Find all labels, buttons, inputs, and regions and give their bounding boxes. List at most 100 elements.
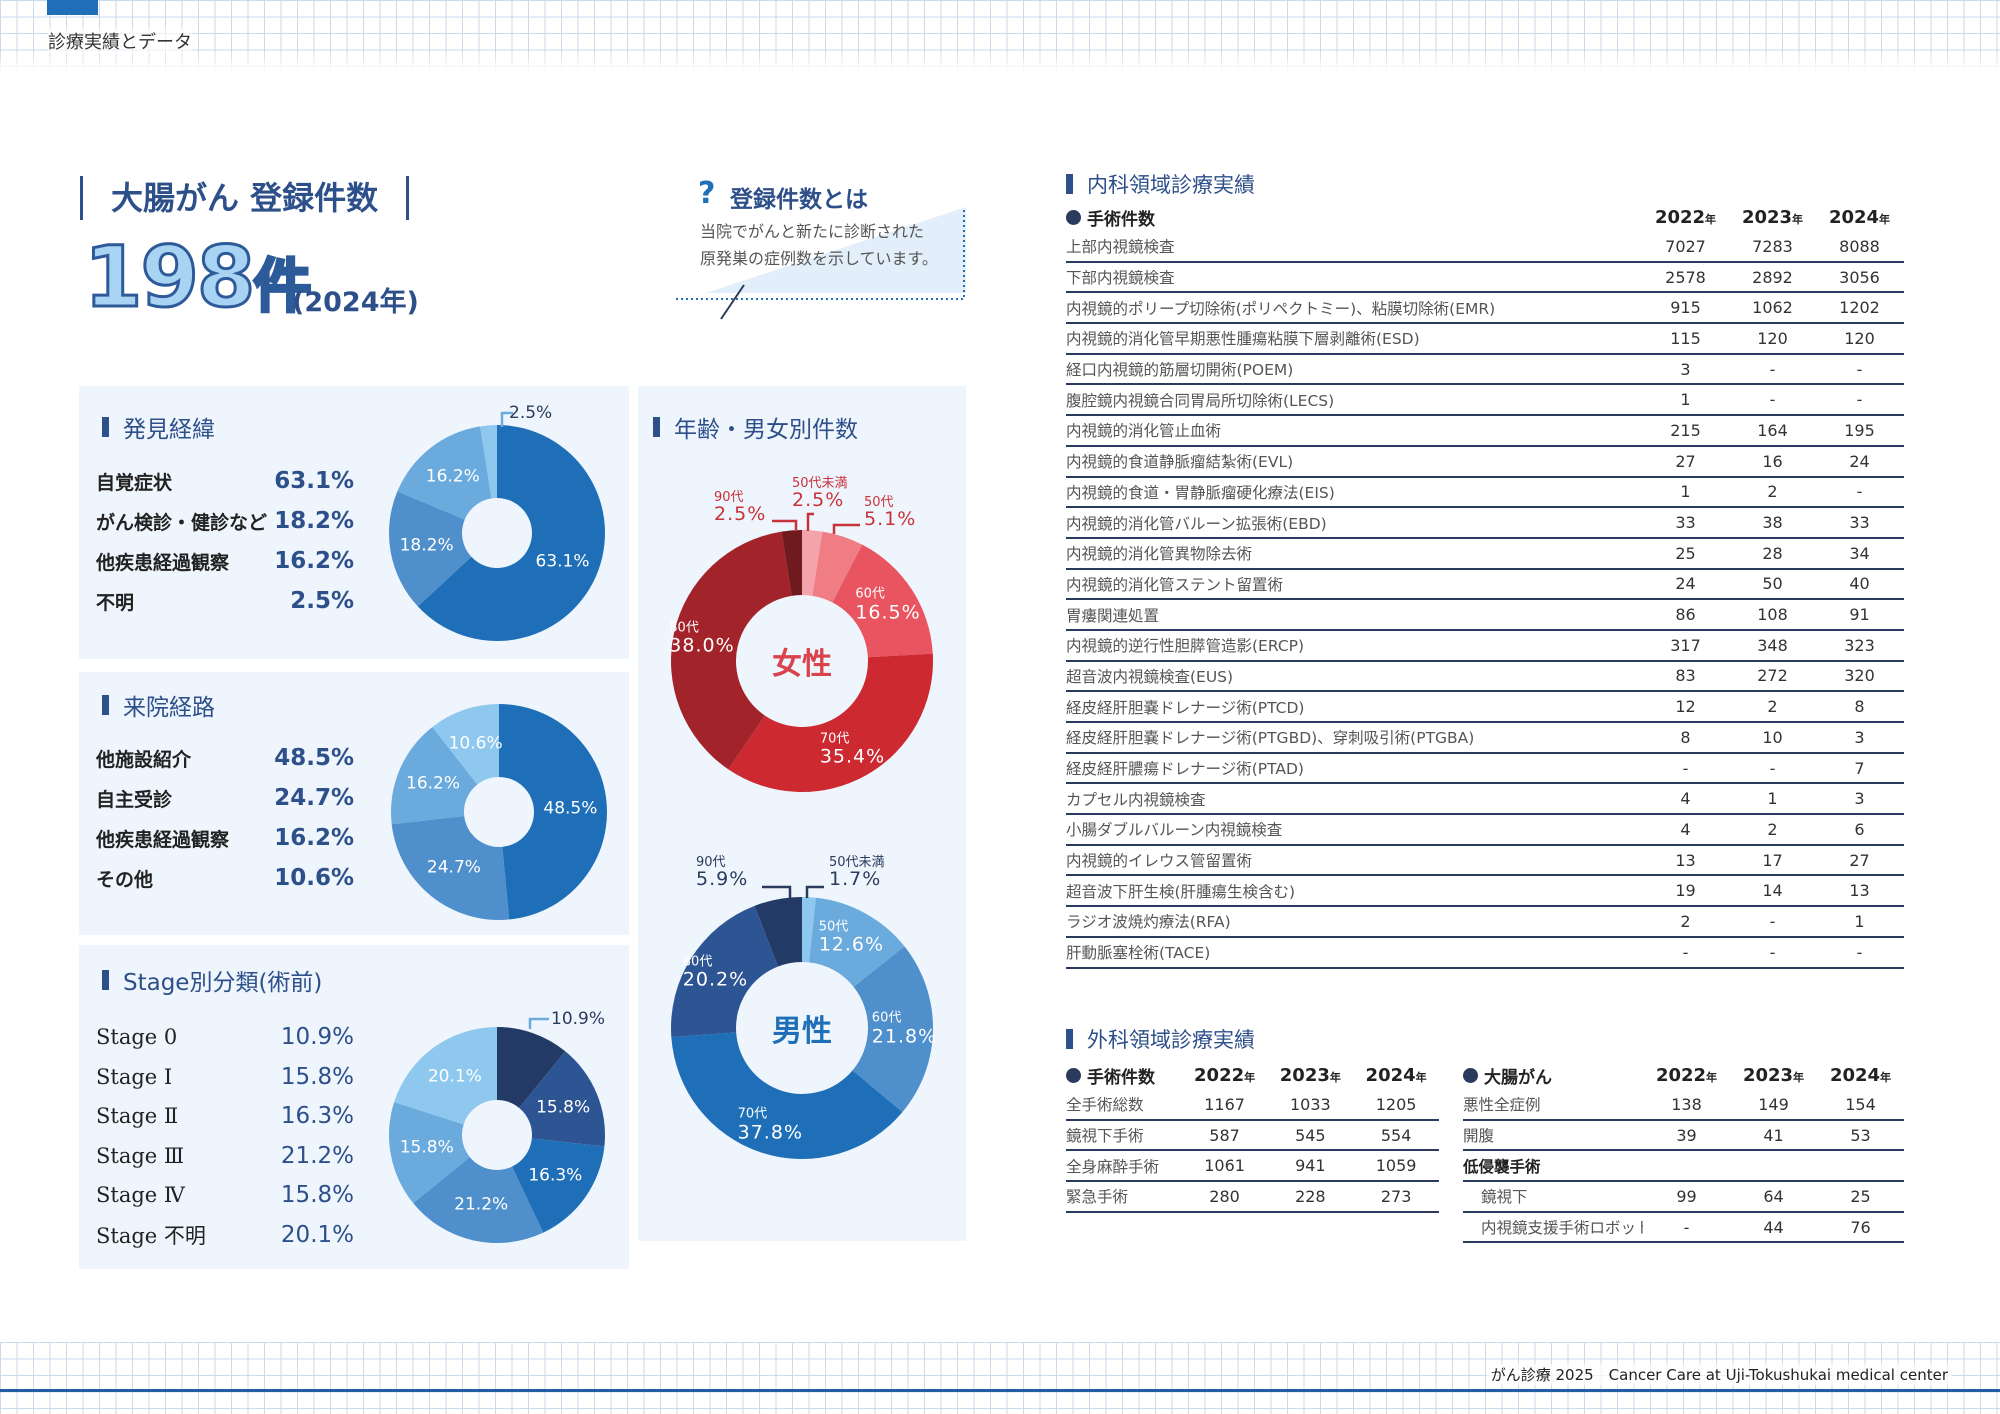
row-value: 348 [1757, 635, 1788, 655]
row-value: - [1769, 942, 1776, 962]
row-value: 138 [1671, 1094, 1702, 1114]
list-item-value: 20.1% [280, 1222, 354, 1248]
row-label: 小腸ダブルバルーン内視鏡検査 [1066, 821, 1283, 840]
table-row: 内視鏡的消化管異物除去術 25 28 34 [1066, 539, 1904, 570]
label-age: 60代 [855, 586, 885, 602]
row-value: 91 [1849, 605, 1870, 625]
row-value: 587 [1209, 1125, 1240, 1145]
list-item: 他施設紹介 48.5% [96, 743, 354, 773]
segment-label: 16.3% [528, 1166, 583, 1186]
year-suffix: 年 [1793, 1070, 1805, 1084]
segment-label: 63.1% [535, 551, 590, 572]
label-age: 70代 [819, 731, 850, 747]
list-item-value: 2.5% [290, 588, 354, 614]
segment-label: 18.2% [399, 535, 454, 556]
row-label: 内視鏡的イレウス管留置術 [1066, 852, 1253, 871]
year-value: 2022 [1654, 206, 1706, 228]
list-item: 自主受診 24.7% [96, 783, 354, 813]
row-value: - [1682, 942, 1689, 962]
definition-line: 当院でがんと新たに診断された [700, 222, 925, 241]
row-value: 28 [1762, 543, 1783, 563]
donut-segment [480, 425, 497, 499]
definition-box [676, 207, 967, 320]
year-header: 2023年 [1730, 1065, 1817, 1086]
row-label: 内視鏡的消化管ステント留置術 [1066, 575, 1284, 594]
donut-segment [391, 815, 510, 920]
row-label: 上部内視鏡検査 [1066, 238, 1175, 257]
row-value: 27 [1849, 850, 1870, 870]
donut-segment [671, 1032, 903, 1159]
list-item: Stage Ⅱ 16.3% [96, 1101, 354, 1131]
row-value: 8 [1854, 697, 1865, 717]
label-percent: 35.4% [819, 745, 886, 768]
list-item-label: 他疾患経過観察 [96, 828, 230, 851]
table-row: 内視鏡的食道・胃静脈瘤硬化療法(EIS) 1 2 - [1066, 478, 1904, 509]
list-item-label: Stage Ⅱ [96, 1104, 179, 1129]
row-value: 24 [1675, 574, 1696, 594]
row-value: 25 [1675, 543, 1696, 563]
row-value: 545 [1295, 1125, 1326, 1145]
footer-text: がん診療 2025 Cancer Care at Uji-Tokushukai … [1486, 1364, 1952, 1385]
outside-label: 50代 5.1% [864, 496, 916, 530]
year-value: 2023 [1742, 1064, 1794, 1086]
table-row: 鏡視下 99 64 25 [1463, 1182, 1904, 1213]
donut-svg [391, 704, 607, 920]
list-item-label: 自主受診 [96, 788, 173, 811]
row-value: 2 [1767, 482, 1778, 502]
row-value: 215 [1670, 420, 1701, 440]
row-value: - [1856, 359, 1863, 379]
list-item: がん検診・健診など 18.2% [96, 506, 354, 536]
row-value: 2578 [1665, 267, 1706, 287]
row-label: 経口内視鏡的筋層切開術(POEM) [1066, 361, 1294, 380]
row-label: 超音波下肝生検(肝腫瘍生検含む) [1066, 882, 1296, 901]
year-value: 2024 [1365, 1064, 1416, 1086]
referral-donut: 48.5% 24.7% 16.2% 10.6% [299, 612, 699, 1012]
leader-line [806, 512, 814, 531]
registration-count: 198件 [82, 231, 312, 331]
list-item: その他 10.6% [96, 863, 354, 893]
year-value: 2022 [1655, 1064, 1707, 1086]
year-suffix: 年 [1792, 212, 1804, 226]
table-row: 内視鏡的消化管バルーン拡張術(EBD) 33 38 33 [1066, 508, 1904, 539]
header-text: 大腸がん [1484, 1067, 1552, 1088]
row-label: 内視鏡的ポリープ切除術(ポリペクトミー)、粘膜切除術(EMR) [1066, 299, 1496, 318]
table-row: ラジオ波焼灼療法(RFA) 2 - 1 [1066, 907, 1904, 938]
year-header: 2024年 [1816, 207, 1903, 228]
donut-segment [417, 425, 605, 641]
donut-segment [812, 531, 863, 603]
segment-label: 48.5% [543, 798, 598, 819]
female-donut: 50代未満 2.5% 50代 5.1% 60代 16.5% 70代 35.4% 80代 38.0%… [602, 461, 1002, 861]
table-row: 超音波下肝生検(肝腫瘍生検含む) 19 14 13 [1066, 876, 1904, 908]
label-percent: 38.0% [669, 634, 735, 657]
table-row: 悪性全症例 138 149 154 [1463, 1090, 1904, 1121]
row-value: 6 [1854, 819, 1865, 839]
table-row: 内視鏡支援手術ロボット - 44 76 [1463, 1213, 1904, 1244]
row-label: 全手術総数 [1066, 1096, 1144, 1115]
list-item-label: 不明 [96, 591, 135, 614]
list-item: Stage Ⅲ 21.2% [96, 1141, 354, 1171]
row-value: 115 [1670, 328, 1701, 348]
list-item-value: 21.2% [280, 1142, 354, 1169]
row-value: - [1856, 482, 1863, 502]
year-value: 2024 [1829, 1064, 1881, 1086]
discovery-donut: 63.1% 18.2% 16.2% 2.5% [297, 333, 697, 733]
row-value: 14 [1762, 881, 1783, 901]
row-value: 13 [1675, 850, 1696, 870]
donut-segment [413, 1157, 544, 1243]
donut-segment [852, 946, 933, 1113]
row-value: 50 [1762, 574, 1783, 594]
count-year: (2024年) [292, 287, 419, 318]
table-row: 開腹 39 41 53 [1463, 1121, 1904, 1152]
row-value: 1062 [1752, 298, 1793, 318]
year-suffix: 年 [1705, 212, 1717, 226]
table-row: 内視鏡的消化管ステント留置術 24 50 40 [1066, 570, 1904, 601]
label-age: 90代 [714, 490, 744, 505]
row-label: 腹腔鏡内視鏡合同胃局所切除術(LECS) [1066, 391, 1335, 410]
donut-segment [511, 1138, 605, 1233]
table-row: 腹腔鏡内視鏡合同胃局所切除術(LECS) 1 - - [1066, 385, 1904, 417]
row-value: 83 [1675, 666, 1696, 686]
table-row: 全身麻酔手術 1061 941 1059 [1066, 1151, 1439, 1183]
outside-label: 2.5% [509, 403, 553, 423]
row-value: 120 [1757, 328, 1788, 348]
label-percent: 16.5% [855, 600, 921, 623]
